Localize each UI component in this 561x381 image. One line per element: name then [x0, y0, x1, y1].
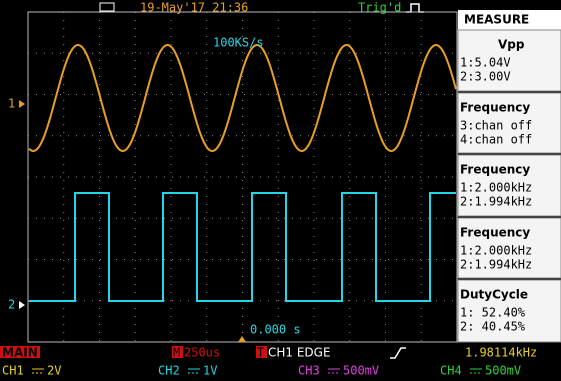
measure-value: 1:2.000kHz [460, 244, 532, 258]
trigger-frequency: 1.98114kHz [465, 346, 537, 360]
measure-value: 1:5.04V [460, 56, 511, 70]
trigger-time: 0.000 s [250, 323, 301, 337]
measure-label[interactable]: Frequency [460, 101, 530, 115]
measure-label[interactable]: Frequency [460, 163, 530, 177]
measure-value: 2:1.994kHz [460, 195, 532, 209]
measure-label[interactable]: Vpp [498, 38, 525, 52]
measure-value: 1:2.000kHz [460, 181, 532, 195]
measure-title[interactable]: MEASURE [464, 13, 529, 27]
measure-label[interactable]: DutyCycle [460, 288, 528, 302]
oscilloscope-screen: 19-May'17 21:36 Trig'd 100KS/s 1 2 0.000… [0, 0, 561, 381]
sample-rate: 100KS/s [213, 36, 264, 50]
ch2-marker: 2 [8, 298, 15, 312]
channel-name: CH2 [158, 364, 180, 378]
trigger-icon-label: T [257, 346, 264, 360]
ch1-marker: 1 [8, 97, 15, 111]
measure-value: 2:1.994kHz [460, 258, 532, 272]
channel-scale: 1V [203, 364, 217, 378]
trigger-source: CH1 EDGE [268, 346, 331, 360]
measure-value: 2:3.00V [460, 70, 511, 84]
measure-value: 2: 40.45% [460, 320, 526, 334]
channel-scale: 500mV [485, 364, 521, 378]
timebase-icon: M [173, 346, 180, 360]
channel-scale: 500mV [343, 364, 379, 378]
channel-name: CH3 [298, 364, 320, 378]
measure-label[interactable]: Frequency [460, 226, 530, 240]
channel-name: CH1 [2, 364, 24, 378]
mode: MAIN [2, 346, 38, 360]
measure-value: 3:chan off [460, 119, 532, 133]
channel-name: CH4 [440, 364, 462, 378]
measure-value: 1: 52.40% [460, 306, 526, 320]
timebase: 250us [184, 346, 220, 360]
measure-value: 4:chan off [460, 133, 532, 147]
channel-scale: 2V [47, 364, 61, 378]
